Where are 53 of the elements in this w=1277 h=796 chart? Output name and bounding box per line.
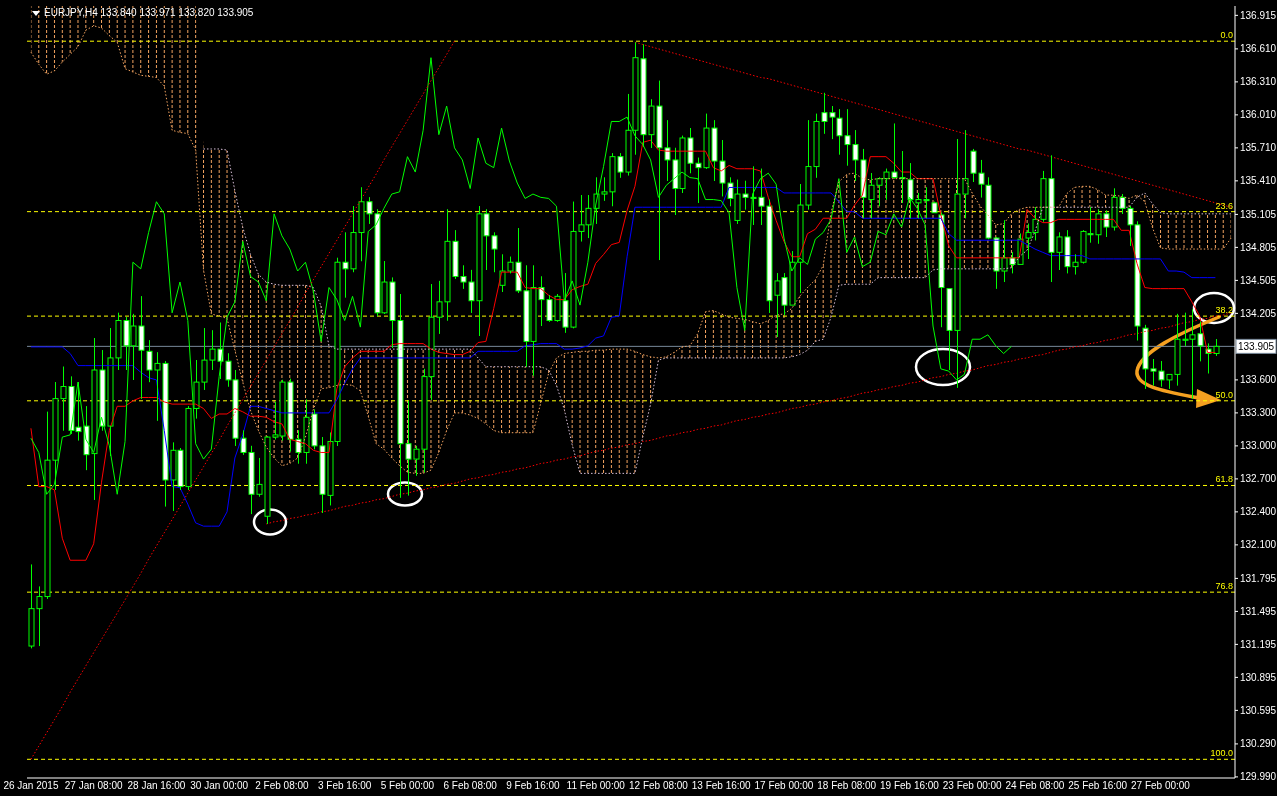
x-tick-label: 13 Feb 16:00 <box>691 780 752 792</box>
candlestick <box>931 202 938 214</box>
x-tick-label: 19 Feb 16:00 <box>880 780 940 792</box>
y-tick-label: 133.000 <box>1240 440 1277 452</box>
x-tick-label: 26 Jan 2015 <box>3 780 59 792</box>
x-tick-label: 9 Feb 16:00 <box>506 780 561 792</box>
y-tick-label: 136.915 <box>1240 9 1277 21</box>
y-tick-label: 130.895 <box>1240 671 1277 683</box>
y-tick-label: 136.310 <box>1240 76 1277 88</box>
y-tick-label: 135.710 <box>1240 142 1277 154</box>
x-tick-label: 23 Feb 00:00 <box>942 780 1003 792</box>
annotation: 38.2 <box>1215 305 1233 316</box>
line-series <box>202 148 1232 474</box>
y-tick-label: 131.795 <box>1240 572 1277 584</box>
y-tick-label: 134.805 <box>1240 241 1277 253</box>
annotation: 100.0 <box>1210 748 1233 759</box>
annotation: 76.8 <box>1215 581 1233 592</box>
annotation: 23.6 <box>1215 200 1233 211</box>
x-tick-label: 28 Jan 16:00 <box>127 780 186 792</box>
annotation: 50.0 <box>1215 389 1233 400</box>
y-tick-label: 136.610 <box>1240 43 1277 55</box>
x-tick-label: 12 Feb 08:00 <box>628 780 689 792</box>
chart-title: EURJPY,H4 133.840 133.971 133.820 133.905 <box>44 7 254 19</box>
x-tick-label: 30 Jan 00:00 <box>190 780 249 792</box>
y-tick-label: 130.290 <box>1240 738 1277 750</box>
annotation: 61.8 <box>1215 474 1233 485</box>
ref-line-label: 133.905 <box>1238 341 1275 353</box>
x-tick-label: 27 Feb 00:00 <box>1131 780 1191 792</box>
y-tick-label: 135.105 <box>1240 208 1277 220</box>
x-tick-label: 27 Jan 08:00 <box>64 780 124 792</box>
y-tick-label: 130.595 <box>1240 704 1277 716</box>
y-tick-label: 132.100 <box>1240 539 1277 551</box>
x-tick-label: 18 Feb 08:00 <box>817 780 877 792</box>
x-tick-label: 2 Feb 08:00 <box>255 780 310 792</box>
y-tick-label: 131.495 <box>1240 605 1277 617</box>
x-tick-label: 24 Feb 08:00 <box>1005 780 1065 792</box>
y-tick-label: 129.990 <box>1240 771 1277 783</box>
y-tick-label: 132.400 <box>1240 506 1277 518</box>
y-tick-label: 136.010 <box>1240 109 1277 121</box>
x-tick-label: 25 Feb 16:00 <box>1068 780 1128 792</box>
y-tick-label: 133.300 <box>1240 407 1277 419</box>
x-tick-label: 17 Feb 00:00 <box>754 780 814 792</box>
x-tick-label: 6 Feb 08:00 <box>443 780 498 792</box>
y-tick-label: 133.600 <box>1240 374 1277 386</box>
y-tick-label: 131.195 <box>1240 638 1277 650</box>
y-tick-label: 132.700 <box>1240 473 1277 485</box>
x-tick-label: 11 Feb 00:00 <box>566 780 626 792</box>
x-tick-label: 5 Feb 00:00 <box>380 780 435 792</box>
y-tick-label: 135.410 <box>1240 175 1277 187</box>
y-tick-label: 134.205 <box>1240 307 1277 319</box>
annotation: 0.0 <box>1220 30 1233 41</box>
y-tick-label: 134.505 <box>1240 274 1277 286</box>
x-tick-label: 3 Feb 16:00 <box>318 780 372 792</box>
